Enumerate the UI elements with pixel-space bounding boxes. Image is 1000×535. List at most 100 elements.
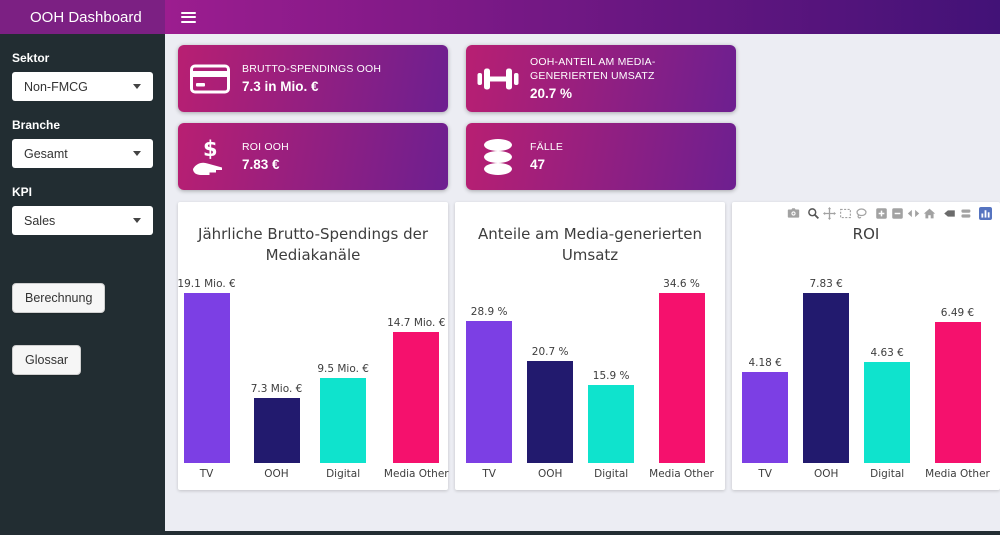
- hover-compare-icon[interactable]: [959, 207, 972, 220]
- reset-axes-home-icon[interactable]: [923, 207, 936, 220]
- sidebar: Sektor Non-FMCG Branche Gesamt KPI Sales…: [0, 34, 165, 531]
- sektor-label: Sektor: [12, 51, 50, 65]
- bar-group-media-other: 14.7 Mio. € Media Other: [384, 317, 449, 480]
- bar-group-media-other: 34.6 % Media Other: [649, 278, 714, 480]
- bar-value-label: 4.18 €: [748, 357, 782, 369]
- glossar-button[interactable]: Glossar: [12, 345, 82, 375]
- camera-icon[interactable]: [787, 207, 800, 220]
- bar-tv[interactable]: [466, 321, 513, 463]
- kpi-card-brutto-spendings: BRUTTO-SPENDINGS OOH 7.3 in Mio. €: [178, 45, 448, 112]
- database-icon: [466, 138, 530, 176]
- kpi-card-label: OOH-ANTEIL AM MEDIA-GENERIERTEN UMSATZ: [530, 56, 656, 82]
- kpi-card-roi-ooh: $ ROI OOH 7.83 €: [178, 123, 448, 190]
- chevron-down-icon: [133, 218, 141, 223]
- kpi-card-faelle: FÄLLE 47: [466, 123, 736, 190]
- app-title: OOH Dashboard: [30, 8, 142, 26]
- bar-value-label: 14.7 Mio. €: [387, 317, 446, 329]
- branche-select[interactable]: Gesamt: [12, 139, 153, 168]
- x-tick-label: Digital: [326, 468, 361, 480]
- dumbbell-icon: [466, 66, 530, 92]
- bar-group-digital: 4.63 € Digital: [864, 347, 911, 480]
- credit-card-icon: [178, 64, 242, 94]
- bar-value-label: 15.9 %: [592, 370, 630, 382]
- bar-digital[interactable]: [320, 378, 367, 463]
- bar-media-other[interactable]: [658, 293, 705, 463]
- bar-digital[interactable]: [864, 362, 911, 463]
- window-bottom-edge: [0, 531, 1000, 535]
- navbar: [165, 0, 1000, 34]
- bar-ooh[interactable]: [527, 361, 574, 463]
- kpi-grid: BRUTTO-SPENDINGS OOH 7.3 in Mio. € OOH-A…: [178, 45, 1000, 190]
- bar-group-tv: 28.9 % TV: [466, 306, 513, 480]
- control-group-kpi: KPI Sales: [0, 185, 165, 235]
- control-group-branche: Branche Gesamt: [0, 118, 165, 168]
- bar-value-label: 28.9 %: [470, 306, 508, 318]
- hover-closest-icon[interactable]: [943, 207, 956, 220]
- kpi-select[interactable]: Sales: [12, 206, 153, 235]
- bar-value-label: 6.49 €: [940, 307, 975, 319]
- chevron-down-icon: [133, 84, 141, 89]
- bar-digital[interactable]: [588, 385, 635, 463]
- bar-value-label: 20.7 %: [531, 346, 569, 358]
- chart-title: ROI: [852, 225, 880, 243]
- kpi-card-value: 7.83 €: [242, 156, 280, 172]
- x-tick-label: Digital: [594, 468, 629, 480]
- lasso-select-icon[interactable]: [855, 207, 868, 220]
- chart-title: Jährliche Brutto-Spendings der Mediakanä…: [198, 225, 428, 264]
- kpi-selected-value: Sales: [24, 213, 56, 228]
- bar-group-ooh: 7.83 € OOH: [803, 278, 850, 480]
- svg-text:$: $: [203, 137, 218, 161]
- kpi-card-value: 20.7 %: [530, 85, 573, 101]
- sektor-selected-value: Non-FMCG: [24, 79, 88, 94]
- x-tick-label: Media Other: [925, 468, 990, 480]
- plotly-logo-icon[interactable]: [979, 207, 992, 220]
- chart-panel-roi: ROI 4.18 € TV 7.83 € OOH 4.63 € Digital 6.49 €…: [732, 202, 1000, 490]
- kpi-card-value: 7.3 in Mio. €: [242, 78, 319, 94]
- x-tick-label: TV: [758, 468, 772, 480]
- bar-tv[interactable]: [742, 372, 789, 463]
- zoom-in-icon[interactable]: [875, 207, 888, 220]
- x-tick-label: OOH: [264, 468, 289, 480]
- x-tick-label: TV: [482, 468, 496, 480]
- bar-tv[interactable]: [183, 293, 230, 463]
- bar-value-label: 7.3 Mio. €: [250, 383, 303, 395]
- charts-row: Jährliche Brutto-Spendings der Mediakanä…: [177, 202, 1000, 490]
- kpi-label: KPI: [12, 185, 33, 199]
- bar-plot: 19.1 Mio. € TV 7.3 Mio. € OOH 9.5 Mio. € Digi…: [177, 266, 449, 490]
- bar-group-tv: 4.18 € TV: [742, 357, 789, 480]
- box-select-icon[interactable]: [839, 207, 852, 220]
- x-tick-label: TV: [199, 468, 214, 480]
- zoom-icon[interactable]: [807, 207, 820, 220]
- bar-value-label: 34.6 %: [663, 278, 700, 290]
- hand-dollar-icon: $: [178, 137, 242, 177]
- x-tick-label: OOH: [537, 468, 563, 480]
- chart-panel-brutto-spendings: Jährliche Brutto-Spendings der Mediakanä…: [177, 202, 449, 490]
- bar-value-label: 7.83 €: [809, 278, 843, 290]
- bar-group-media-other: 6.49 € Media Other: [925, 307, 990, 480]
- x-tick-label: Digital: [870, 468, 905, 480]
- kpi-card-label: ROI OOH: [242, 141, 289, 154]
- control-group-sektor: Sektor Non-FMCG: [0, 51, 165, 101]
- berechnung-button[interactable]: Berechnung: [12, 283, 106, 313]
- main-content: BRUTTO-SPENDINGS OOH 7.3 in Mio. € OOH-A…: [165, 34, 1000, 531]
- bar-media-other[interactable]: [393, 332, 440, 463]
- sidebar-toggle-hamburger-icon[interactable]: [181, 11, 196, 23]
- x-tick-label: OOH: [813, 468, 839, 480]
- sektor-select[interactable]: Non-FMCG: [12, 72, 153, 101]
- kpi-card-label: FÄLLE: [530, 141, 564, 154]
- kpi-card-label: BRUTTO-SPENDINGS OOH: [242, 63, 382, 76]
- bar-plot: 4.18 € TV 7.83 € OOH 4.63 € Digital 6.49 € Medi…: [732, 266, 1000, 490]
- app-title-bar: OOH Dashboard: [0, 0, 165, 34]
- zoom-out-icon[interactable]: [891, 207, 904, 220]
- bar-plot: 28.9 % TV 20.7 % OOH 15.9 % Digital 34.6 % Medi…: [455, 266, 725, 490]
- bar-ooh[interactable]: [803, 293, 850, 463]
- chart-panel-anteile-umsatz: Anteile am Media-generierten Umsatz 28.9…: [455, 202, 725, 490]
- bar-group-ooh: 20.7 % OOH: [527, 346, 574, 480]
- bar-value-label: 4.63 €: [870, 347, 904, 359]
- autoscale-icon[interactable]: [907, 207, 920, 220]
- branche-label: Branche: [12, 118, 61, 132]
- bar-media-other[interactable]: [934, 322, 981, 463]
- bar-ooh[interactable]: [253, 398, 300, 463]
- pan-icon[interactable]: [823, 207, 836, 220]
- bar-value-label: 19.1 Mio. €: [177, 278, 236, 290]
